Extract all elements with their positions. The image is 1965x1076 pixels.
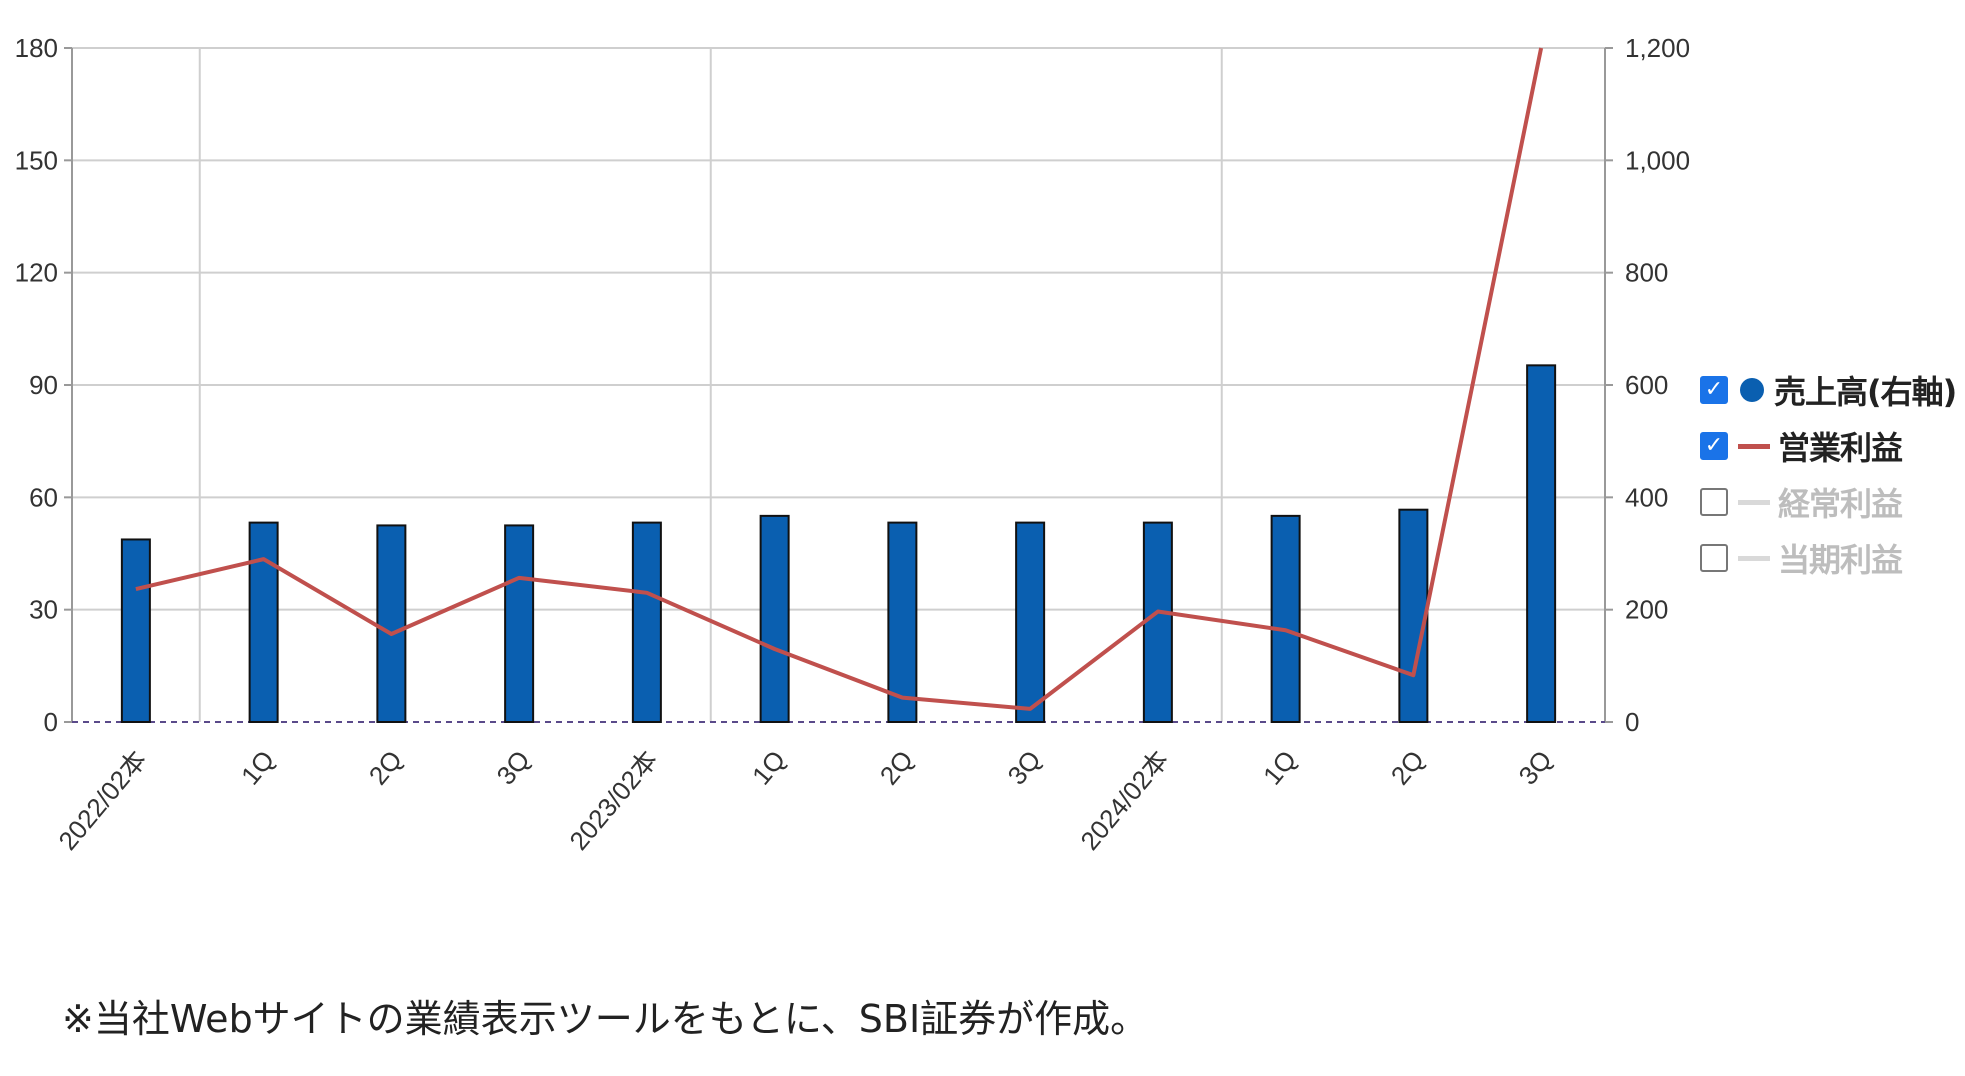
y-right-tick-label: 1,000 [1625, 145, 1690, 175]
legend-dot-icon [1740, 378, 1764, 402]
bar-sales [1142, 521, 1173, 723]
x-tick-label: 3Q [1512, 745, 1557, 791]
y-right-tick-label: 600 [1625, 370, 1668, 400]
legend-label: 経常利益 [1778, 485, 1903, 523]
x-axis: 2022/02本 1Q 2Q 3Q 2023/02本 1Q 2Q 3Q 2024/02本 1Q 2Q… [52, 745, 1557, 856]
y-left-tick-label: 30 [29, 595, 58, 625]
legend-checkbox[interactable] [1700, 544, 1728, 572]
legend-label: 営業利益 [1778, 429, 1903, 467]
bar-sales [248, 521, 279, 723]
y-left-tick-label: 90 [29, 370, 58, 400]
legend-item[interactable]: 営業利益 [1700, 418, 1956, 474]
legend-checkbox[interactable] [1700, 376, 1728, 404]
grid [71, 47, 1606, 723]
x-tick-label: 3Q [490, 745, 535, 791]
bar-sales [1526, 364, 1557, 723]
chart: 0 30 60 90 120 150 180 0 200 400 600 800 1,000 1,200… [15, 33, 1690, 856]
bar-sales [120, 538, 151, 723]
legend-item[interactable]: 売上高(右軸) [1700, 362, 1957, 418]
x-tick-label: 1Q [1257, 745, 1302, 791]
x-tick-label: 2Q [874, 745, 919, 791]
line-operating-profit [135, 47, 1544, 711]
bar-sales [376, 524, 407, 724]
legend-line-icon [1738, 499, 1770, 505]
legend-item[interactable]: 当期利益 [1700, 530, 1956, 586]
bar-sales [504, 524, 535, 724]
bar-sales [631, 521, 662, 723]
y-left-tick-label: 180 [15, 33, 58, 63]
y-right-tick-label: 200 [1625, 595, 1668, 625]
y-right-tick-label: 0 [1625, 707, 1639, 737]
x-tick-label: 2023/02本 [563, 745, 663, 856]
legend-item[interactable]: 経常利益 [1700, 474, 1956, 530]
legend-line-icon [1738, 555, 1770, 561]
x-tick-label: 2Q [363, 745, 408, 791]
y-axis-right: 0 200 400 600 800 1,000 1,200 [1605, 33, 1690, 737]
bar-sales [1270, 514, 1301, 724]
y-left-tick-label: 120 [15, 258, 58, 288]
bar-sales [1015, 521, 1046, 723]
legend-line-icon [1738, 443, 1770, 449]
x-tick-label: 2Q [1385, 745, 1430, 791]
bar-sales [887, 521, 918, 723]
y-axis-left: 0 30 60 90 120 150 180 [15, 33, 72, 737]
line-series [135, 47, 1544, 711]
source-caption: ※当社Webサイトの業績表示ツールをもとに、SBI証券が作成。 [62, 997, 1149, 1041]
y-right-tick-label: 400 [1625, 482, 1668, 512]
y-left-tick-label: 60 [29, 482, 58, 512]
y-right-tick-label: 800 [1625, 258, 1668, 288]
x-tick-label: 1Q [235, 745, 280, 791]
x-tick-label: 2024/02本 [1074, 745, 1174, 856]
legend-label: 当期利益 [1778, 541, 1903, 579]
bar-sales [759, 514, 790, 724]
x-tick-label: 3Q [1001, 745, 1046, 791]
bar-series [120, 364, 1557, 724]
x-tick-label: 1Q [746, 745, 791, 791]
legend-label: 売上高(右軸) [1774, 373, 1957, 411]
y-right-tick-label: 1,200 [1625, 33, 1690, 63]
legend-checkbox[interactable] [1700, 432, 1728, 460]
y-left-tick-label: 150 [15, 145, 58, 175]
y-left-tick-label: 0 [44, 707, 58, 737]
bar-sales [1398, 508, 1429, 723]
x-tick-label: 2022/02本 [52, 745, 152, 856]
legend-checkbox[interactable] [1700, 488, 1728, 516]
